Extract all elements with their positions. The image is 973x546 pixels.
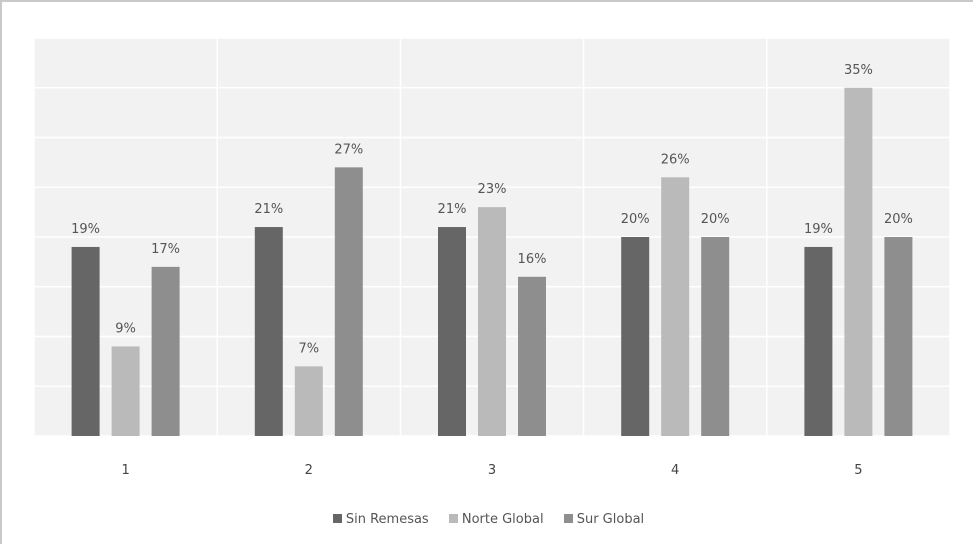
legend-swatch-sur-global (563, 514, 573, 523)
data-label-sin-remesas-3: 21% (438, 202, 467, 217)
data-label-norte-global-2: 7% (298, 341, 319, 356)
bar-norte-global-2 (294, 366, 323, 436)
data-label-sin-remesas-5: 19% (804, 222, 833, 237)
data-label-sur-global-4: 20% (701, 212, 730, 227)
data-label-sur-global-1: 17% (151, 242, 180, 257)
bar-sin-remesas-1 (71, 246, 100, 436)
legend-label-sin-remesas: Sin Remesas (345, 512, 429, 527)
bar-sin-remesas-3 (438, 227, 466, 436)
x-tick-label-5: 5 (854, 463, 862, 478)
data-labels: 19% 9% 17% 21% 7% 27% 21% 23% 16% 20% 26% 20% 19% 35%… (71, 63, 913, 357)
x-tick-label-2: 2 (305, 463, 313, 478)
x-tick-label-3: 3 (488, 463, 496, 478)
bar-norte-global-1 (111, 346, 140, 436)
bars (71, 87, 913, 437)
data-label-norte-global-1: 9% (115, 321, 136, 336)
bar-norte-global-3 (478, 207, 506, 436)
bar-sur-global-3 (518, 276, 546, 436)
bar-sur-global-4 (701, 237, 730, 436)
bar-sin-remesas-5 (804, 246, 833, 436)
x-tick-label-4: 4 (671, 463, 679, 478)
data-label-sin-remesas-1: 19% (71, 222, 100, 237)
data-label-norte-global-5: 35% (844, 63, 873, 78)
legend-swatch-sin-remesas (332, 514, 342, 523)
data-label-sur-global-5: 20% (884, 212, 913, 227)
data-label-sur-global-3: 16% (518, 252, 547, 267)
data-label-sin-remesas-4: 20% (621, 212, 650, 227)
data-label-sur-global-2: 27% (334, 142, 363, 157)
bar-norte-global-5 (844, 87, 873, 436)
data-label-norte-global-3: 23% (478, 182, 507, 197)
data-label-sin-remesas-2: 21% (254, 202, 283, 217)
bar-norte-global-4 (661, 177, 690, 437)
x-axis-ticks: 1 2 3 4 5 (121, 463, 862, 478)
legend-swatch-norte-global (448, 514, 458, 523)
legend-item-norte-global: Norte Global (448, 512, 544, 527)
legend-item-sur-global: Sur Global (563, 512, 645, 527)
bar-sin-remesas-4 (621, 237, 650, 436)
legend-label-norte-global: Norte Global (461, 512, 544, 527)
data-label-norte-global-4: 26% (661, 152, 690, 167)
bar-sur-global-5 (884, 237, 913, 436)
bar-sur-global-1 (151, 266, 180, 436)
bar-sin-remesas-2 (254, 227, 283, 436)
legend-item-sin-remesas: Sin Remesas (332, 512, 429, 527)
legend: Sin Remesas Norte Global Sur Global (2, 512, 973, 527)
legend-label-sur-global: Sur Global (576, 512, 645, 527)
x-tick-label-1: 1 (121, 463, 129, 478)
bar-sur-global-2 (334, 167, 363, 436)
